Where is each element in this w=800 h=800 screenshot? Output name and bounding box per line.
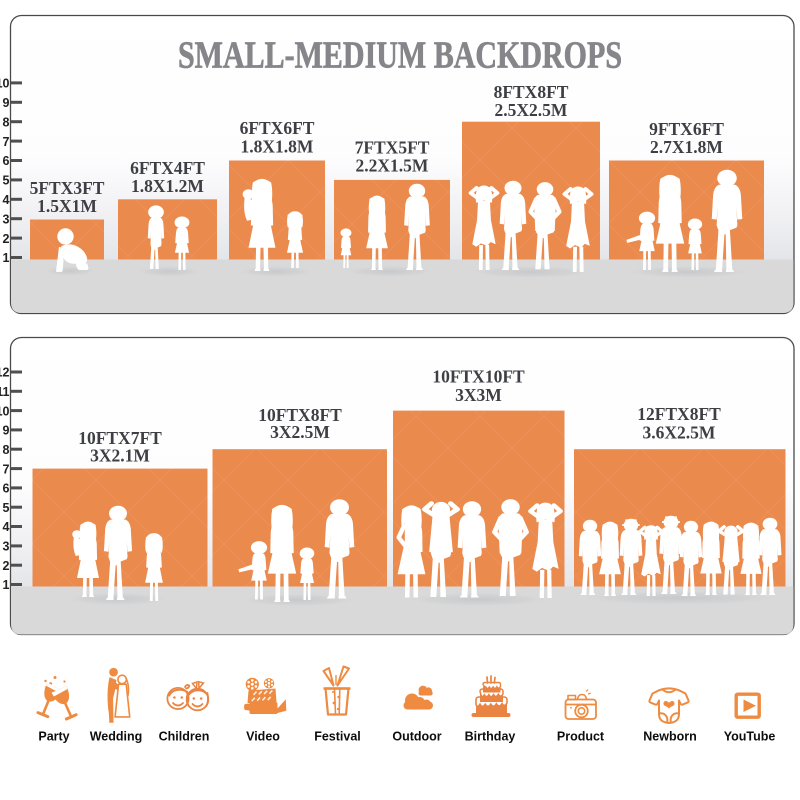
svg-text:2.2X1.5M: 2.2X1.5M: [356, 156, 429, 176]
svg-text:4: 4: [3, 193, 10, 207]
svg-text:12: 12: [0, 366, 10, 380]
svg-text:9: 9: [3, 96, 10, 110]
svg-text:2: 2: [3, 232, 10, 246]
svg-text:6FTX4FT: 6FTX4FT: [130, 158, 205, 178]
svg-text:1.8X1.8M: 1.8X1.8M: [241, 137, 314, 157]
svg-text:Party: Party: [38, 730, 69, 744]
svg-text:2.7X1.8M: 2.7X1.8M: [650, 137, 723, 157]
svg-text:Wedding: Wedding: [90, 730, 143, 744]
svg-text:5: 5: [3, 501, 10, 515]
svg-text:Newborn: Newborn: [643, 730, 696, 744]
svg-text:8FTX8FT: 8FTX8FT: [494, 82, 569, 102]
svg-text:3X3M: 3X3M: [455, 385, 502, 405]
svg-text:10FTX10FT: 10FTX10FT: [432, 367, 525, 387]
svg-text:Product: Product: [557, 730, 605, 744]
svg-text:12FTX8FT: 12FTX8FT: [637, 404, 721, 424]
svg-text:1: 1: [3, 251, 10, 265]
svg-text:Video: Video: [246, 730, 280, 744]
svg-text:5FTX3FT: 5FTX3FT: [30, 178, 105, 198]
svg-text:1: 1: [3, 578, 10, 592]
svg-text:Festival: Festival: [314, 730, 361, 744]
svg-text:6FTX6FT: 6FTX6FT: [240, 118, 315, 138]
svg-text:3X2.5M: 3X2.5M: [270, 422, 330, 442]
svg-text:9: 9: [3, 424, 10, 438]
svg-text:10FTX8FT: 10FTX8FT: [258, 405, 342, 425]
svg-text:8: 8: [3, 443, 10, 457]
svg-text:10FTX7FT: 10FTX7FT: [78, 428, 162, 448]
svg-text:2: 2: [3, 559, 10, 573]
svg-text:Children: Children: [159, 730, 210, 744]
svg-text:3: 3: [3, 212, 10, 226]
svg-text:3.6X2.5M: 3.6X2.5M: [643, 423, 716, 443]
svg-text:7: 7: [3, 462, 10, 476]
svg-text:YouTube: YouTube: [724, 730, 776, 744]
svg-text:10: 10: [0, 77, 10, 91]
svg-text:6: 6: [3, 154, 10, 168]
svg-text:SMALL-MEDIUM BACKDROPS: SMALL-MEDIUM BACKDROPS: [178, 35, 622, 77]
svg-text:1.5X1M: 1.5X1M: [37, 196, 97, 216]
svg-text:2.5X2.5M: 2.5X2.5M: [495, 100, 568, 120]
svg-text:Birthday: Birthday: [465, 730, 516, 744]
svg-text:8: 8: [3, 115, 10, 129]
svg-text:7: 7: [3, 135, 10, 149]
svg-text:3X2.1M: 3X2.1M: [90, 446, 150, 466]
svg-text:Outdoor: Outdoor: [392, 730, 441, 744]
svg-text:6: 6: [3, 482, 10, 496]
svg-text:5: 5: [3, 174, 10, 188]
svg-text:4: 4: [3, 520, 10, 534]
svg-text:9FTX6FT: 9FTX6FT: [649, 119, 724, 139]
svg-text:1.8X1.2M: 1.8X1.2M: [131, 176, 204, 196]
svg-text:7FTX5FT: 7FTX5FT: [355, 138, 430, 158]
svg-text:3: 3: [3, 540, 10, 554]
svg-text:11: 11: [0, 385, 10, 399]
svg-text:10: 10: [0, 404, 10, 418]
